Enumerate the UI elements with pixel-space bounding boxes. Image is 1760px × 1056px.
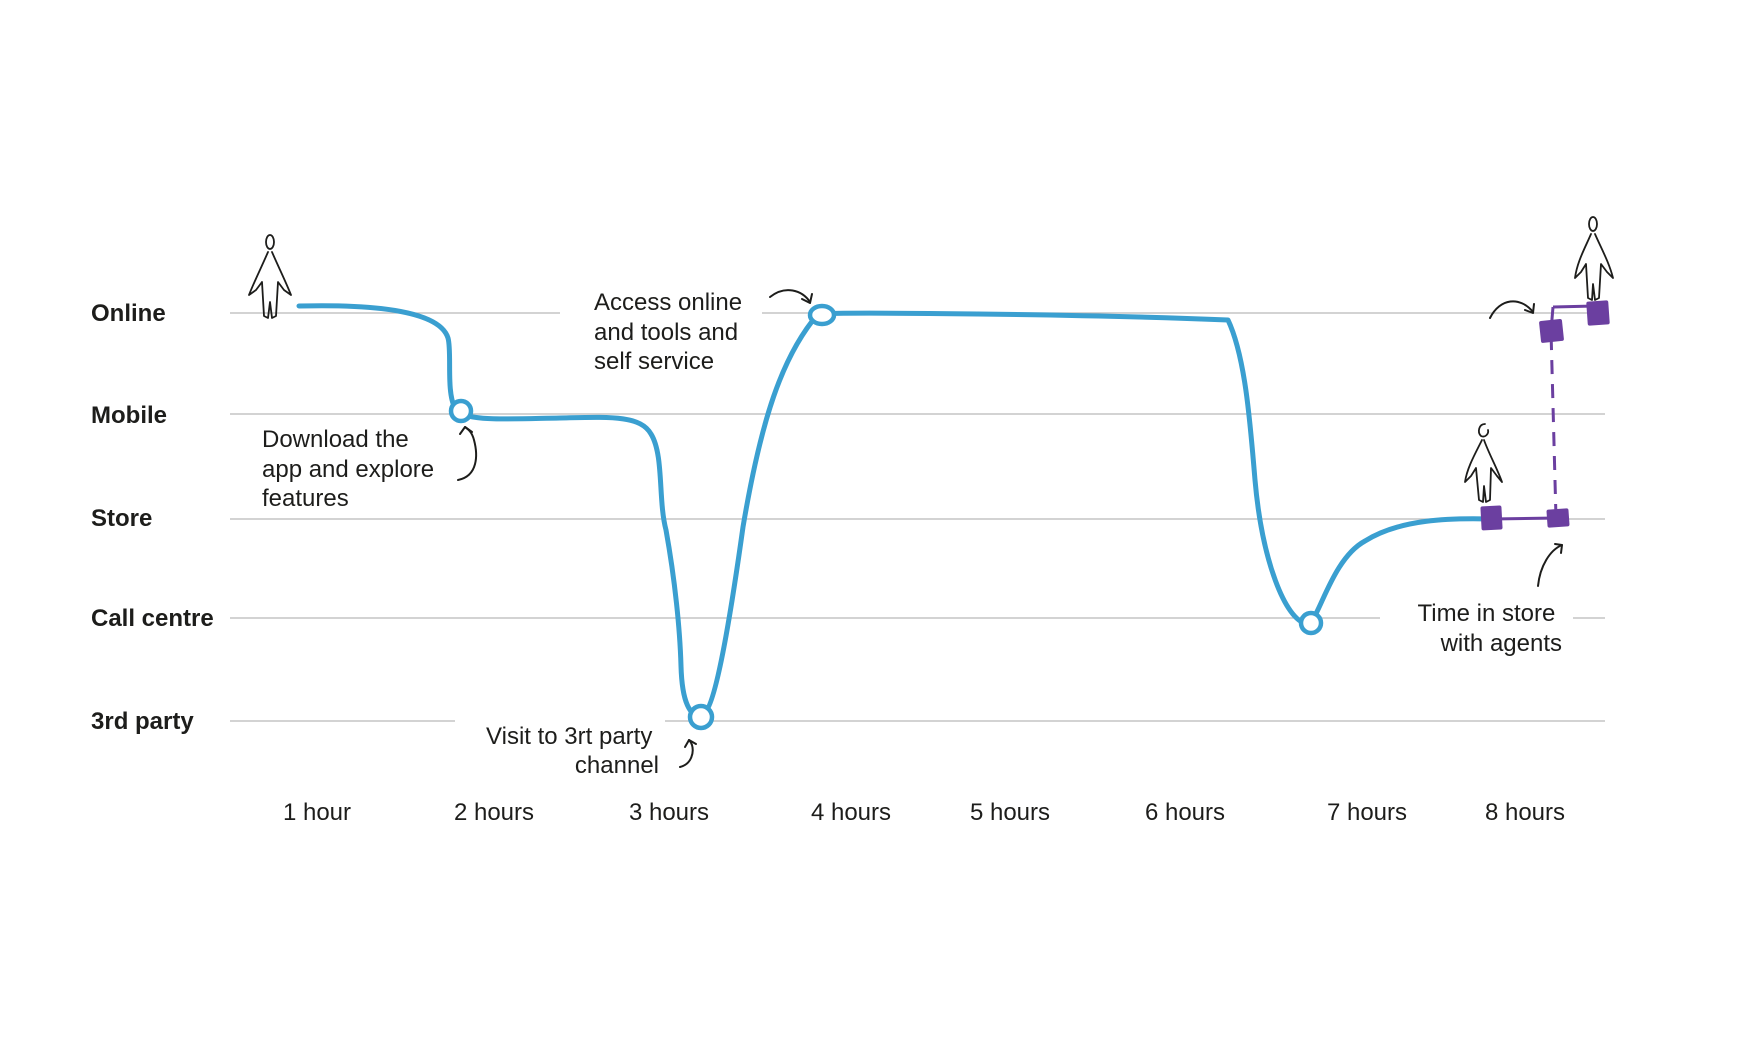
arrow-visit-head: [684, 739, 697, 748]
time-label-7-hours: 7 hours: [1327, 799, 1407, 826]
arrow-icon: [1489, 300, 1535, 319]
journey-node-mobile: [448, 398, 474, 424]
person-head: [1588, 216, 1598, 232]
time-label-3-hours: 3 hours: [629, 799, 709, 826]
time-label-5-hours: 5 hours: [970, 799, 1050, 826]
agent-square-online-2: [1586, 300, 1610, 326]
customer-journey-line: [296, 303, 1493, 718]
time-label-1-hour: 1 hour: [283, 799, 351, 826]
agent-link-dashed: [1549, 330, 1558, 519]
agent-square-store-2: [1546, 508, 1570, 528]
channel-label-online: Online: [91, 300, 166, 327]
journey-node-3rd-party: [687, 703, 715, 731]
agent-connection: [1480, 300, 1610, 531]
channel-label-mobile: Mobile: [91, 402, 167, 429]
person-body: [1574, 233, 1614, 301]
agent-square-online-1: [1539, 319, 1564, 343]
agent-link-store: [1491, 516, 1557, 521]
time-label-2-hours: 2 hours: [454, 799, 534, 826]
arrow-time-in-store: [1537, 544, 1563, 587]
arrow-download: [457, 426, 477, 481]
arrow-online-agent: [1489, 300, 1534, 319]
arrow-icon: [1537, 543, 1563, 587]
time-label-6-hours: 6 hours: [1145, 799, 1225, 826]
arrow-icon: [457, 426, 477, 481]
journey-node-call-centre: [1298, 610, 1324, 636]
gridlines: [230, 312, 1605, 722]
journey-node-online: [807, 303, 837, 327]
person-icon: [1574, 216, 1614, 301]
agent-square-store-1: [1480, 505, 1503, 531]
channel-label-store: Store: [91, 505, 152, 532]
arrow-icon: [679, 739, 697, 768]
channel-label-3rd-party: 3rd party: [91, 708, 194, 735]
arrow-time-in-store-head: [1554, 543, 1563, 554]
arrow-access-head: [801, 293, 813, 304]
annotation-time-in-store: Time in store with agents: [1418, 600, 1562, 657]
arrow-download-head: [459, 426, 473, 435]
channel-label-call-centre: Call centre: [91, 605, 214, 632]
annotation-download: Download the app and explore features: [262, 426, 441, 512]
person-body: [1464, 439, 1503, 503]
arrow-online-agent-head: [1524, 303, 1535, 314]
person-head: [265, 234, 275, 250]
person-icon: [1464, 423, 1503, 503]
arrow-access: [769, 289, 811, 303]
person-icon: [248, 234, 292, 319]
person-head: [1478, 423, 1490, 438]
time-label-8-hours: 8 hours: [1485, 799, 1565, 826]
arrow-icon: [769, 289, 813, 304]
person-body: [248, 251, 292, 319]
time-label-4-hours: 4 hours: [811, 799, 891, 826]
annotation-visit: Visit to 3rt party channel: [486, 723, 659, 779]
annotation-access: Access online and tools and self service: [594, 289, 749, 375]
